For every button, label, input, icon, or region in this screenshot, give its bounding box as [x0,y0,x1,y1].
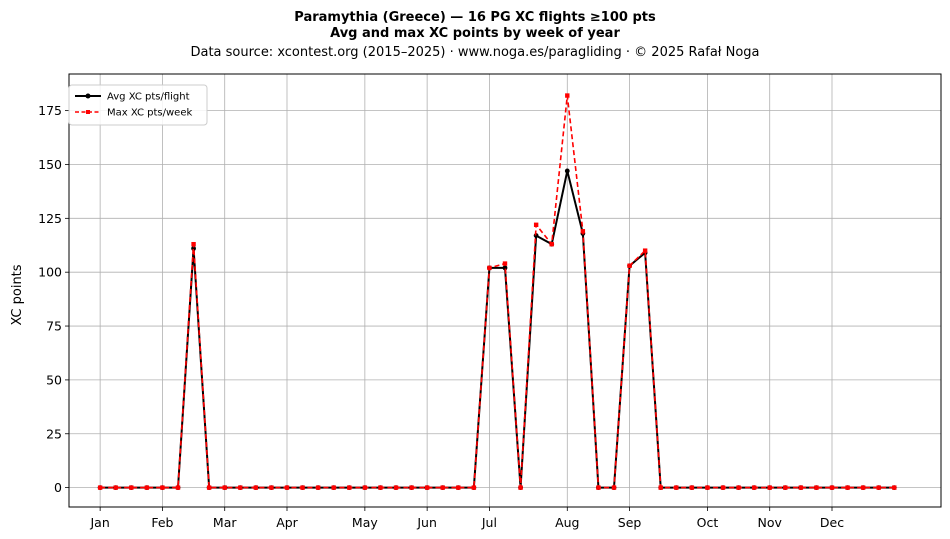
data-point-max [860,485,866,490]
data-point-max [783,485,788,490]
data-point-max [331,485,336,490]
data-point-avg [564,168,570,174]
data-point-max [113,485,118,490]
chart-title: Paramythia (Greece) — 16 PG XC flights ≥… [294,10,656,25]
x-tick-label: Feb [151,515,173,530]
x-tick-label: Nov [758,515,783,530]
data-point-max [97,485,103,490]
data-point-max [798,485,804,490]
legend-max-label: Max XC pts/week [107,108,192,119]
data-point-max [347,485,352,490]
data-point-max [315,485,321,490]
data-point-max [705,485,710,490]
series-line-max [100,94,895,489]
x-tick-label: Aug [555,515,579,530]
grid [69,74,941,507]
y-tick-label: 75 [46,319,62,334]
y-tick-label: 100 [38,265,62,280]
data-point-max [129,485,134,490]
data-point-max [424,485,430,490]
data-point-max [627,263,632,268]
data-point-max [175,485,181,490]
plot-frame [68,73,942,508]
data-point-max [533,222,539,227]
data-point-max [191,241,196,247]
x-tick-label: May [352,515,378,530]
data-point-max [736,485,741,490]
y-axis-label: XC points [10,264,25,325]
data-point-max [409,485,414,490]
legend-avg-marker [85,93,91,99]
data-point-max [456,485,461,490]
x-tick-label: Jan [90,515,110,530]
data-point-avg [502,265,508,271]
data-point-max [362,485,368,490]
data-point-max [876,485,881,490]
y-tick-label: 25 [46,426,62,441]
data-point-max [487,265,492,271]
data-point-max [674,485,679,490]
data-point-max [658,485,663,490]
data-point-max [284,485,290,490]
data-point-max [549,241,554,247]
data-point-max [892,485,897,490]
legend-max-marker [86,110,90,114]
data-point-max [393,485,399,490]
data-point-max [253,485,259,490]
y-axis: 0 25 50 75 100 125 150 175 [38,103,69,495]
chart-subtitle: Avg and max XC points by week of year [330,26,620,41]
data-point-max [206,485,212,490]
chart-source-note: Data source: xcontest.org (2015–2025) · … [190,45,759,60]
data-point-max [518,485,523,490]
x-tick-label: Apr [276,515,298,530]
data-point-avg [191,246,196,251]
data-point-max [689,485,695,490]
data-point-max [565,93,570,98]
y-tick-label: 0 [54,480,62,495]
data-point-max [596,485,601,490]
y-tick-label: 50 [46,372,62,387]
legend: Avg XC pts/flight Max XC pts/week [68,84,208,126]
data-point-max [144,485,150,490]
x-tick-label: Oct [697,515,719,530]
data-point-max [440,485,445,490]
x-tick-label: Jun [416,515,437,530]
series-layer [97,93,897,491]
data-point-max [378,485,383,490]
data-point-max [611,485,617,490]
y-tick-label: 150 [38,157,62,172]
y-tick-label: 175 [38,103,62,118]
data-point-max [471,485,477,490]
x-tick-label: Sep [618,515,642,530]
data-point-max [720,485,726,490]
x-axis: Jan Feb Mar Apr May Jun Jul Aug Sep Oct Nov Dec [90,507,844,530]
x-tick-label: Mar [213,515,237,530]
data-point-max [300,485,305,490]
data-point-max [767,485,772,490]
data-point-max [642,248,648,253]
x-tick-label: Dec [820,515,844,530]
data-point-max [845,485,850,490]
data-point-max [222,485,227,490]
data-point-max [829,485,835,490]
data-point-max [814,485,819,490]
legend-box [68,84,208,126]
y-tick-label: 125 [38,211,62,226]
x-tick-label: Jul [481,515,497,530]
data-point-max [580,229,586,234]
data-point-max [238,485,243,490]
data-point-max [502,261,508,266]
legend-avg-label: Avg XC pts/flight [107,92,190,103]
data-point-max [160,485,165,490]
data-point-max [751,485,757,490]
data-point-max [269,485,274,490]
